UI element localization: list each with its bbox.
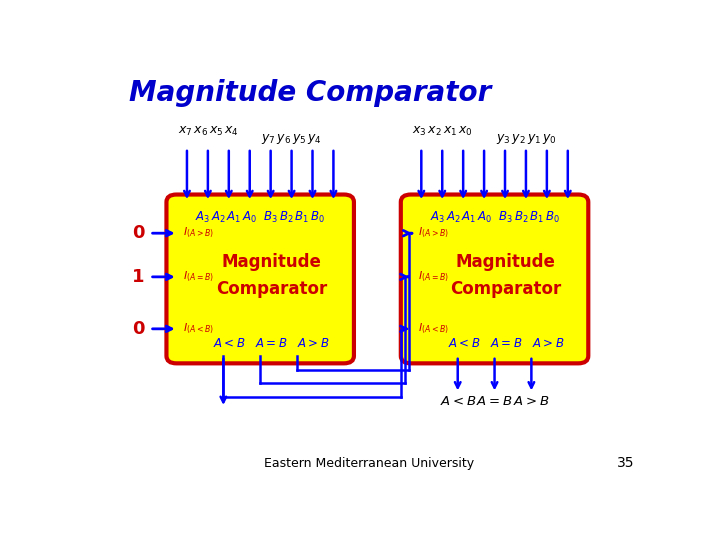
Text: 0: 0 <box>132 224 145 242</box>
Text: $A{<}B$: $A{<}B$ <box>440 395 476 408</box>
Text: 35: 35 <box>616 456 634 470</box>
FancyBboxPatch shape <box>166 194 354 363</box>
Text: 1: 1 <box>132 268 145 286</box>
Text: $y_7\,y_6\,y_5\,y_4$: $y_7\,y_6\,y_5\,y_4$ <box>261 132 322 146</box>
Text: $A{<}B\quad A{=}B\quad A{>}B$: $A{<}B\quad A{=}B\quad A{>}B$ <box>448 336 564 349</box>
Text: Magnitude Comparator: Magnitude Comparator <box>129 79 491 107</box>
Text: Eastern Mediterranean University: Eastern Mediterranean University <box>264 457 474 470</box>
Text: Comparator: Comparator <box>450 280 562 298</box>
Text: $I_{(A<B)}$: $I_{(A<B)}$ <box>418 322 449 336</box>
Text: $x_7\,x_6\,x_5\,x_4$: $x_7\,x_6\,x_5\,x_4$ <box>178 124 238 138</box>
Text: $I_{(A=B)}$: $I_{(A=B)}$ <box>183 269 214 284</box>
Text: $y_3\,y_2\,y_1\,y_0$: $y_3\,y_2\,y_1\,y_0$ <box>495 132 557 146</box>
Text: $A{<}B\quad A{=}B\quad A{>}B$: $A{<}B\quad A{=}B\quad A{>}B$ <box>213 336 330 349</box>
Text: $A{=}B$: $A{=}B$ <box>477 395 513 408</box>
Text: $I_{(A>B)}$: $I_{(A>B)}$ <box>418 226 449 240</box>
Text: $A_3\,A_2\,A_1\,A_0\ \ B_3\,B_2\,B_1\,B_0$: $A_3\,A_2\,A_1\,A_0\ \ B_3\,B_2\,B_1\,B_… <box>195 211 325 225</box>
Text: $A{>}B$: $A{>}B$ <box>513 395 549 408</box>
Text: Comparator: Comparator <box>216 280 327 298</box>
Text: $I_{(A>B)}$: $I_{(A>B)}$ <box>183 226 214 240</box>
Text: $I_{(A=B)}$: $I_{(A=B)}$ <box>418 269 449 284</box>
Text: $I_{(A<B)}$: $I_{(A<B)}$ <box>183 322 214 336</box>
Text: $x_3\,x_2\,x_1\,x_0$: $x_3\,x_2\,x_1\,x_0$ <box>412 124 472 138</box>
Text: Magnitude: Magnitude <box>456 253 556 271</box>
Text: Magnitude: Magnitude <box>222 253 321 271</box>
Text: $A_3\,A_2\,A_1\,A_0\ \ B_3\,B_2\,B_1\,B_0$: $A_3\,A_2\,A_1\,A_0\ \ B_3\,B_2\,B_1\,B_… <box>430 211 559 225</box>
Text: 0: 0 <box>132 320 145 338</box>
FancyBboxPatch shape <box>401 194 588 363</box>
